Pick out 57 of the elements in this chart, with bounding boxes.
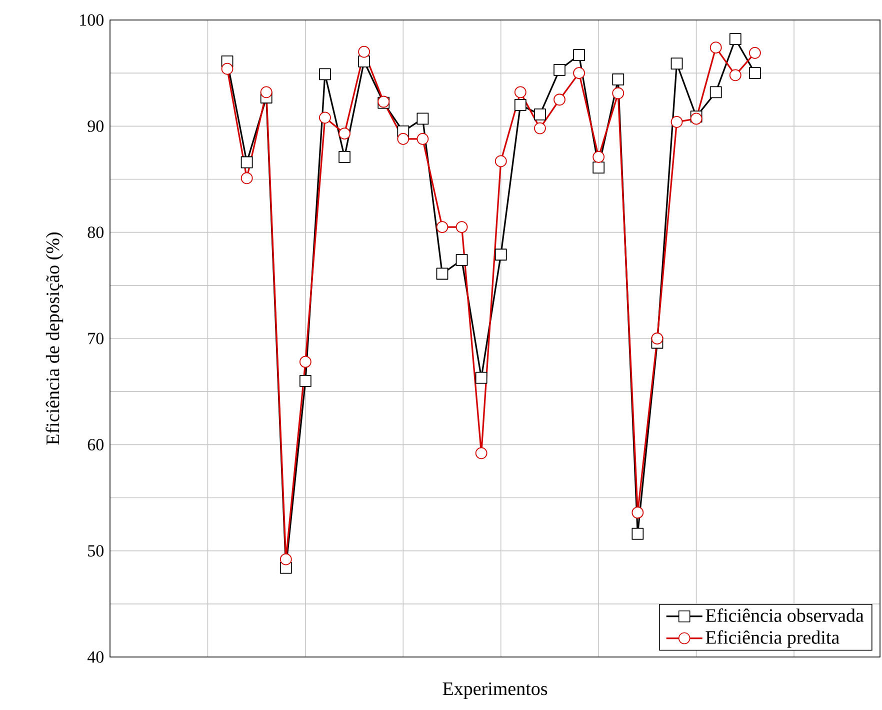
point — [240, 172, 253, 184]
point — [729, 69, 742, 82]
y-tick-label: 90 — [88, 120, 104, 132]
y-tick-label: 100 — [80, 14, 104, 26]
point — [319, 68, 331, 80]
point — [299, 375, 312, 387]
point — [397, 132, 410, 145]
y-tick-label: 50 — [88, 545, 104, 557]
point — [748, 67, 761, 80]
point — [554, 94, 566, 106]
point — [299, 356, 312, 368]
x-axis-title: Experimentos — [442, 682, 548, 700]
point — [260, 86, 272, 98]
y-tick-label: 40 — [87, 651, 104, 663]
y-axis-title: Eficiência de deposição (%) — [46, 232, 64, 445]
point — [514, 98, 526, 111]
point — [358, 55, 370, 68]
point — [592, 162, 605, 174]
point — [534, 122, 546, 134]
legend-label: Eficiência predita — [706, 630, 840, 648]
point — [475, 372, 488, 384]
point — [416, 112, 429, 125]
y-tick-label: 70 — [88, 332, 104, 344]
point — [416, 132, 429, 145]
point — [573, 67, 585, 80]
point — [456, 221, 468, 233]
point — [280, 553, 292, 566]
point — [670, 58, 683, 70]
legend-label: Eficiência observada — [706, 608, 864, 622]
point — [748, 46, 761, 59]
point — [514, 86, 526, 98]
point — [729, 33, 742, 46]
point — [710, 42, 722, 54]
point — [612, 74, 624, 86]
point — [358, 46, 370, 58]
point — [710, 86, 722, 98]
point — [534, 108, 546, 120]
point — [592, 151, 605, 163]
point — [612, 87, 624, 100]
point — [436, 268, 448, 280]
point — [240, 156, 253, 168]
point — [632, 506, 644, 519]
point — [573, 49, 585, 61]
point — [475, 447, 488, 460]
point — [651, 332, 664, 344]
y-tick-label: 80 — [88, 226, 104, 238]
point — [319, 112, 331, 124]
point — [554, 64, 566, 76]
point — [494, 155, 507, 168]
point — [494, 248, 507, 261]
point — [436, 221, 448, 233]
point — [456, 254, 468, 266]
point — [632, 528, 644, 540]
point — [338, 128, 350, 140]
y-tick-label: 60 — [88, 438, 104, 450]
point — [670, 116, 683, 128]
point — [221, 62, 234, 75]
